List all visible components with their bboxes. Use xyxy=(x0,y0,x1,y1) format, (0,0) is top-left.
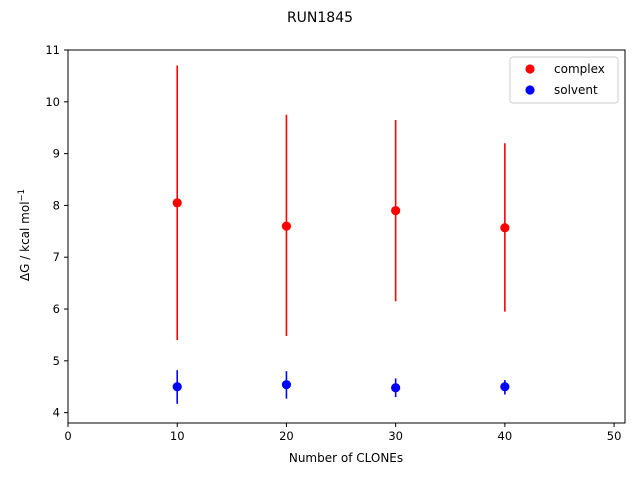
data-point-complex xyxy=(500,223,510,233)
data-point-solvent xyxy=(172,382,182,392)
data-point-solvent xyxy=(281,380,292,390)
y-axis-label-superscript: −1 xyxy=(17,189,27,202)
y-tick-label: 7 xyxy=(53,250,60,264)
legend-marker-complex xyxy=(525,64,535,74)
legend-label-solvent: solvent xyxy=(554,83,598,97)
y-tick-label: 6 xyxy=(53,302,60,316)
y-tick-label: 8 xyxy=(53,198,60,212)
legend-box xyxy=(509,56,619,104)
y-tick-label: 9 xyxy=(53,147,60,161)
data-point-complex xyxy=(281,221,292,231)
y-tick-label: 10 xyxy=(45,95,60,109)
series-solvent xyxy=(172,370,510,404)
y-axis-label-main: ΔG / kcal mol xyxy=(18,201,32,281)
axes-frame xyxy=(67,49,626,424)
legend: complex solvent xyxy=(509,56,619,104)
x-tick-label: 0 xyxy=(64,429,71,443)
y-tick-label: 5 xyxy=(53,354,60,368)
data-point-solvent xyxy=(391,383,401,393)
y-tick-label: 11 xyxy=(45,43,60,57)
series-complex xyxy=(172,65,510,341)
legend-label-complex: complex xyxy=(554,62,605,76)
x-axis-label: Number of CLONEs xyxy=(289,451,403,465)
x-tick-label: 10 xyxy=(170,429,185,443)
data-point-complex xyxy=(172,198,182,208)
y-tick-label: 4 xyxy=(53,406,60,420)
legend-marker-solvent xyxy=(525,85,535,95)
y-axis-label: ΔG / kcal mol−1 xyxy=(17,189,32,281)
x-tick-label: 50 xyxy=(607,429,622,443)
plot-area: 0 10 20 30 40 50 4 5 6 7 8 9 10 11 xyxy=(45,43,626,443)
x-tick-label: 20 xyxy=(279,429,294,443)
x-tick-label: 40 xyxy=(498,429,513,443)
data-point-complex xyxy=(391,205,401,216)
chart-title: RUN1845 xyxy=(287,10,353,26)
x-tick-label: 30 xyxy=(388,429,403,443)
data-point-solvent xyxy=(500,382,510,392)
